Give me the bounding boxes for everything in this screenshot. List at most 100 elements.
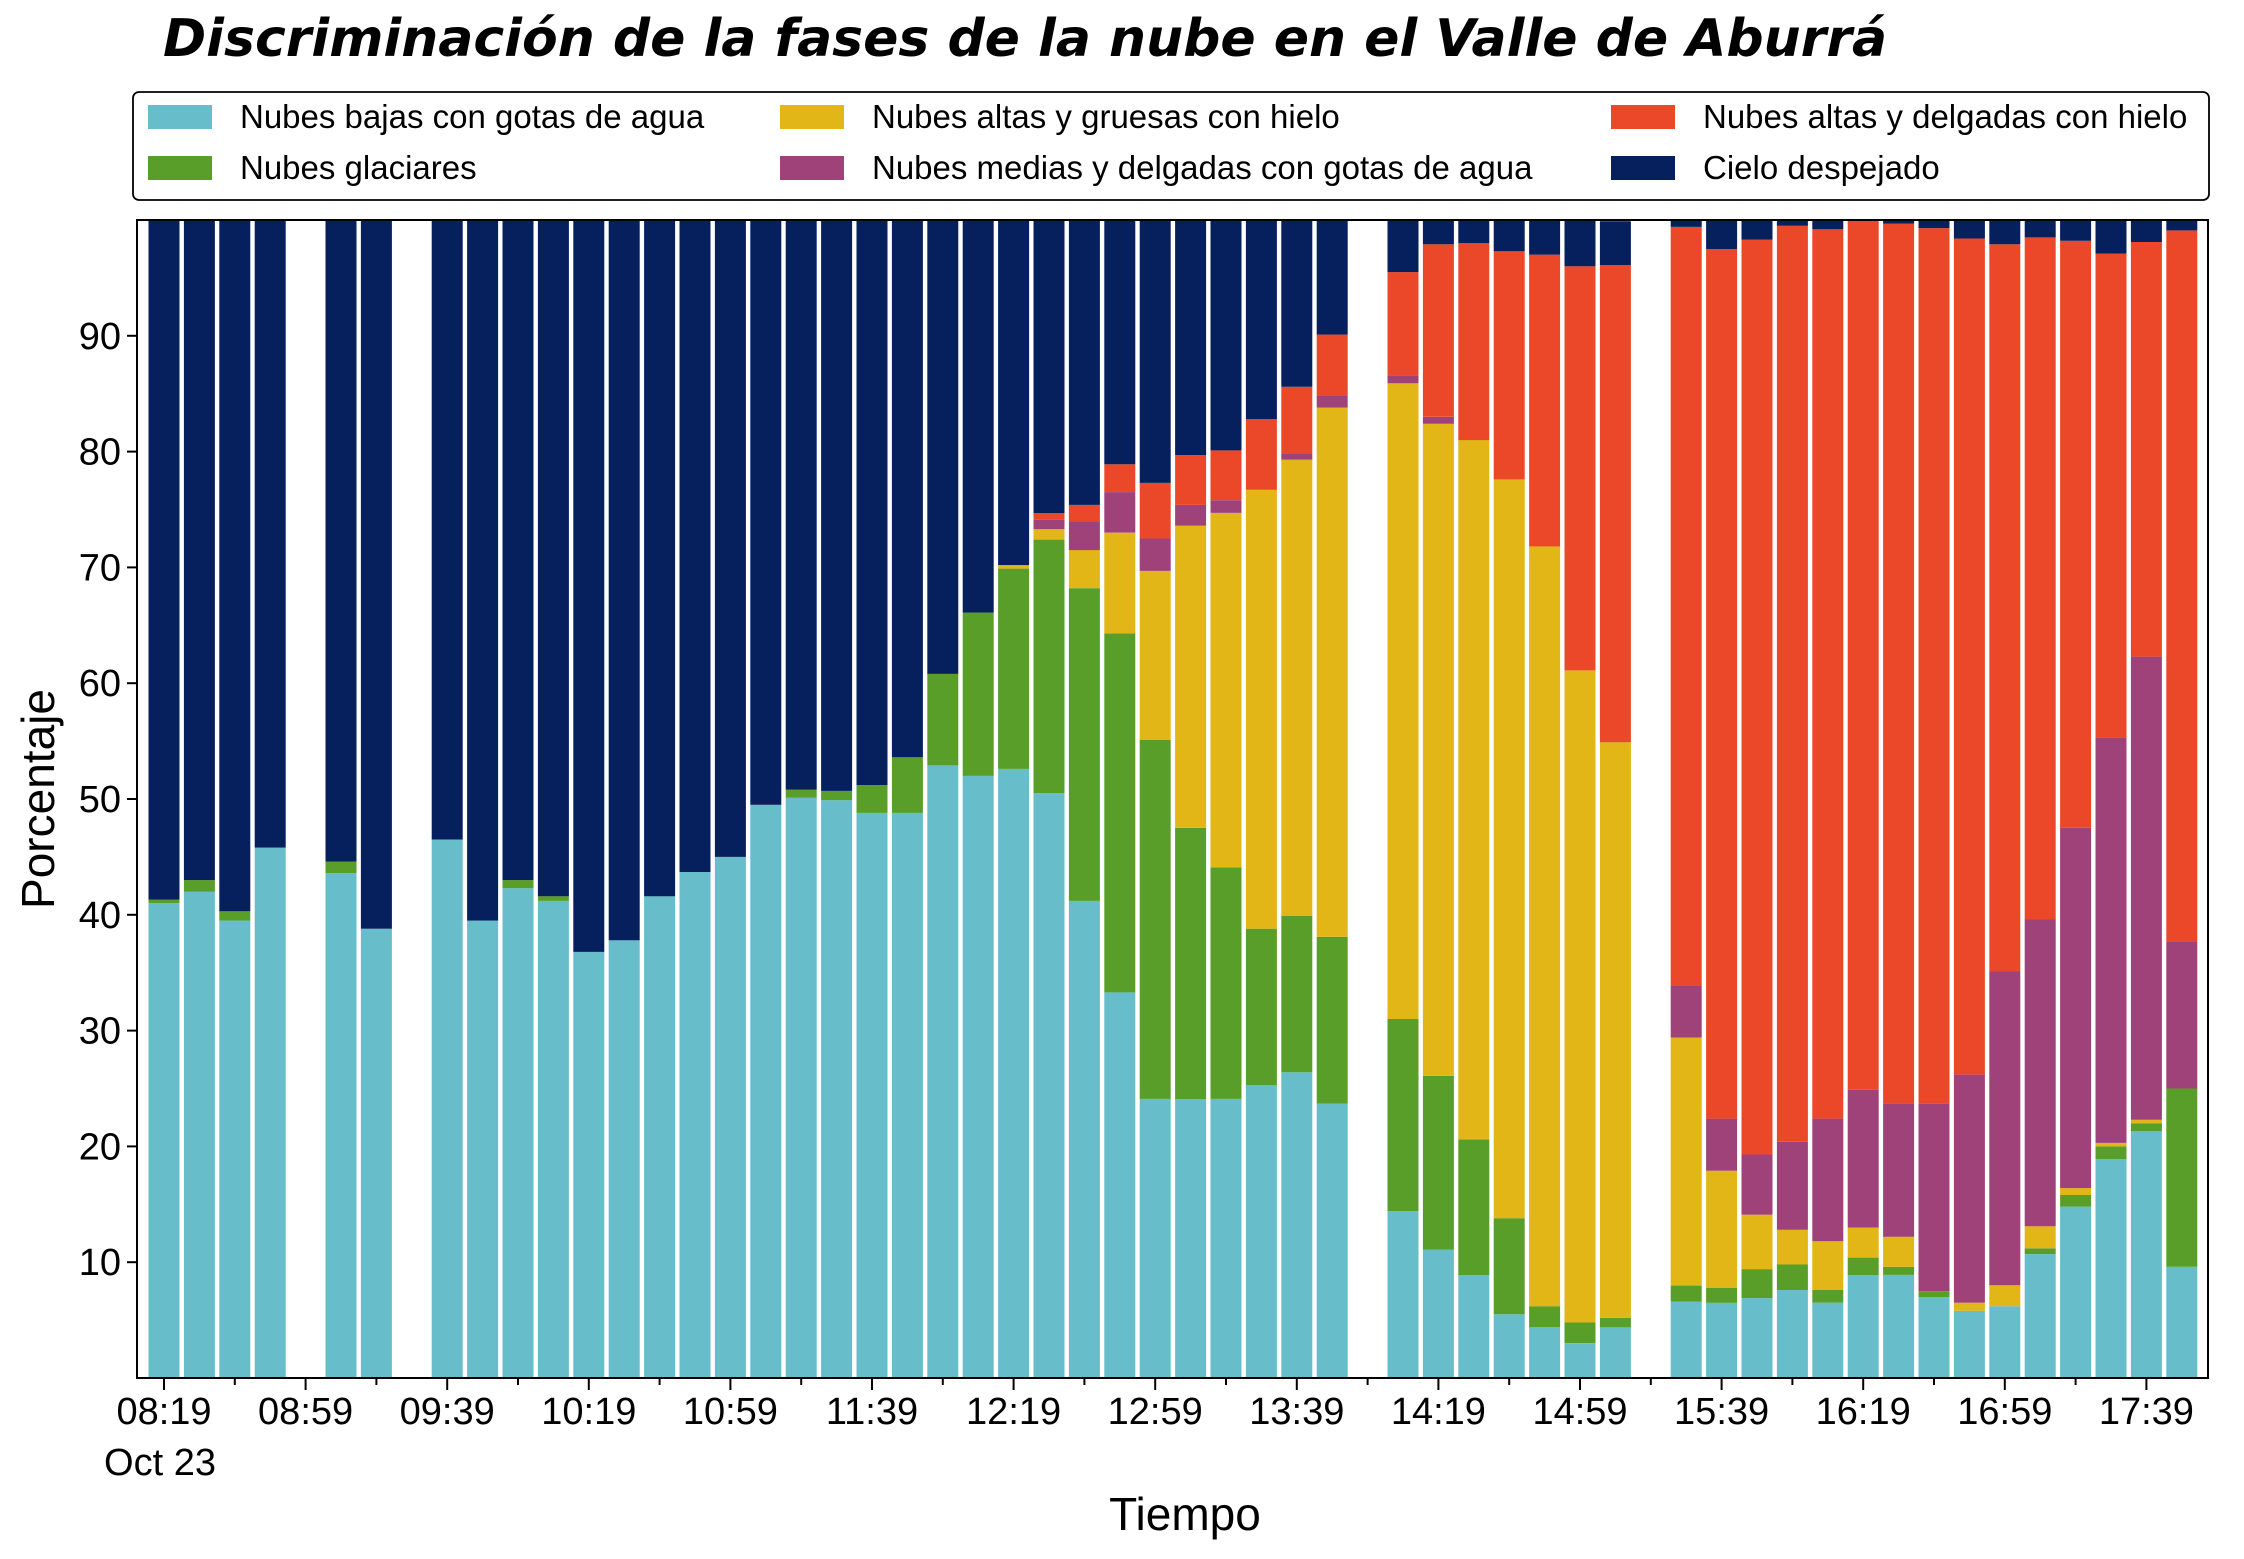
- bar-segment-1-0829: [183, 880, 215, 892]
- bar-segment-0-1739: [2130, 1131, 2162, 1378]
- bar-segment-5-1209: [962, 220, 994, 613]
- bar-segment-0-1039: [644, 896, 676, 1378]
- bar-segment-5-1409: [1387, 220, 1419, 273]
- bar-segment-1-1139: [856, 785, 888, 813]
- bar-segment-4-1449: [1529, 254, 1561, 547]
- bar-segment-4-1659: [1989, 244, 2021, 972]
- y-tick-label: 40: [79, 895, 121, 937]
- bar-segment-5-1039: [644, 220, 676, 897]
- legend-frame: [132, 91, 2210, 201]
- bar-segment-5-1229: [1033, 220, 1065, 513]
- bar-segment-1-1549: [1741, 1269, 1773, 1299]
- bar-segment-2-1549: [1741, 1214, 1773, 1270]
- bar-segment-3-1229: [1033, 519, 1065, 530]
- bar-segment-3-1609: [1812, 1118, 1844, 1242]
- bar-segment-2-1259: [1139, 570, 1171, 740]
- bar-segment-5-1249: [1104, 220, 1136, 465]
- bar-segment-0-0909: [325, 873, 357, 1378]
- bar-segment-4-1749: [2166, 230, 2198, 942]
- bar-segment-4-1339: [1281, 386, 1313, 454]
- bar-segment-1-1629: [1883, 1266, 1915, 1275]
- bar-segment-1-1319: [1210, 867, 1242, 1099]
- bar-segment-0-1549: [1741, 1298, 1773, 1378]
- legend-item: Cielo despejado: [1611, 149, 1940, 186]
- bar-segment-3-1339: [1281, 453, 1313, 460]
- bar-segment-1-1349: [1316, 936, 1348, 1104]
- bar-segment-0-1429: [1458, 1274, 1490, 1378]
- bar-segment-5-1239: [1068, 220, 1100, 505]
- bar-segment-0-1119: [785, 797, 817, 1378]
- legend-label: Nubes altas y gruesas con hielo: [872, 98, 1340, 135]
- bar-segment-2-1739: [2130, 1119, 2162, 1124]
- bar-segment-1-1429: [1458, 1139, 1490, 1275]
- bar-segment-5-1419: [1422, 220, 1454, 245]
- bar-segment-5-1349: [1316, 220, 1348, 335]
- bar-segment-0-1559: [1776, 1290, 1808, 1378]
- bar-segment-0-1249: [1104, 992, 1136, 1378]
- bar-segment-0-1329: [1245, 1085, 1277, 1378]
- legend-swatch: [1611, 105, 1675, 129]
- bar-segment-1-1329: [1245, 928, 1277, 1085]
- legend: Nubes bajas con gotas de agua Nubes glaci…: [132, 91, 2210, 201]
- x-tick-label: 10:59: [683, 1391, 778, 1433]
- bar-segment-0-1049: [679, 872, 711, 1378]
- bar-segment-3-1239: [1068, 521, 1100, 551]
- legend-item: Nubes altas y delgadas con hielo: [1611, 98, 2187, 135]
- x-tick-label: 09:39: [400, 1391, 495, 1433]
- bar-segment-0-1129: [821, 800, 853, 1378]
- bar-segment-0-1159: [927, 765, 959, 1378]
- bar-segment-3-1639: [1918, 1103, 1950, 1292]
- bar-segment-0-1439: [1493, 1314, 1525, 1378]
- bar-segment-3-1729: [2095, 737, 2127, 1143]
- bar-segment-1-1419: [1422, 1075, 1454, 1250]
- bar-segment-4-1349: [1316, 334, 1348, 396]
- bar-segment-1-1229: [1033, 539, 1065, 794]
- bar-segment-1-1719: [2060, 1195, 2092, 1207]
- bar-segment-0-1539: [1706, 1302, 1738, 1378]
- legend-item: Nubes medias y delgadas con gotas de agu…: [780, 149, 1533, 186]
- y-tick-label: 60: [79, 663, 121, 705]
- bar-segment-2-1409: [1387, 383, 1419, 1019]
- bar-segment-1-1639: [1918, 1291, 1950, 1297]
- bar-segment-0-1609: [1812, 1302, 1844, 1378]
- bar-segment-5-1149: [891, 220, 923, 758]
- bar-segment-5-0959: [502, 220, 534, 881]
- bar-segment-5-1259: [1139, 220, 1171, 483]
- bar-segment-0-1459: [1564, 1343, 1596, 1378]
- bar-segment-2-1229: [1033, 529, 1065, 540]
- bar-segment-5-0829: [183, 220, 215, 881]
- bar-segment-0-1449: [1529, 1327, 1561, 1378]
- bar-segment-0-1619: [1847, 1274, 1879, 1378]
- bar-segment-0-1009: [537, 900, 569, 1378]
- bar-segment-1-1439: [1493, 1218, 1525, 1315]
- bar-segment-5-1059: [714, 220, 746, 857]
- bar-segment-5-1439: [1493, 220, 1525, 252]
- bar-segment-2-1439: [1493, 479, 1525, 1219]
- bar-segment-2-1349: [1316, 407, 1348, 937]
- bar-segment-1-1159: [927, 673, 959, 766]
- bar-segment-4-1739: [2130, 242, 2162, 657]
- bar-segment-5-1559: [1776, 220, 1808, 226]
- bar-segment-4-1709: [2024, 237, 2056, 920]
- bar-segment-1-1409: [1387, 1019, 1419, 1212]
- x-tick-label: 12:59: [1108, 1391, 1203, 1433]
- x-tick-label: 16:59: [1957, 1391, 2052, 1433]
- bar-segment-3-1749: [2166, 941, 2198, 1089]
- bar-segment-2-1649: [1953, 1302, 1985, 1311]
- bar-segment-3-1649: [1953, 1074, 1985, 1303]
- x-tick-label: 11:39: [826, 1391, 918, 1433]
- legend-swatch: [148, 105, 212, 129]
- bar-segment-5-1639: [1918, 220, 1950, 229]
- bar-segment-0-1629: [1883, 1274, 1915, 1378]
- bar-segment-4-1439: [1493, 251, 1525, 480]
- bar-segment-2-1239: [1068, 550, 1100, 589]
- bar-segment-1-0839: [219, 911, 251, 921]
- bar-segment-1-1609: [1812, 1290, 1844, 1303]
- bar-segment-1-0909: [325, 861, 357, 874]
- bar-segment-5-1309: [1175, 220, 1207, 456]
- bar-segment-0-1339: [1281, 1072, 1313, 1378]
- bar-segment-0-1709: [2024, 1254, 2056, 1378]
- bar-segment-1-1339: [1281, 916, 1313, 1073]
- bar-segment-5-1219: [998, 220, 1030, 566]
- bar-segment-3-1319: [1210, 500, 1242, 513]
